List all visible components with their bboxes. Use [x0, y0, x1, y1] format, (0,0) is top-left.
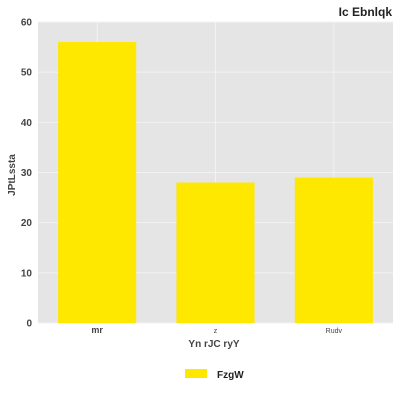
x-tick-labels: mr z Rudv: [91, 325, 342, 335]
chart-title: Ic Ebnlqk: [339, 5, 393, 19]
bar-Rudv: [294, 177, 373, 323]
x-axis-label: Yn rJC ryY: [188, 339, 239, 350]
y-tick-label: 10: [21, 268, 33, 279]
y-tick-label: 40: [21, 118, 33, 129]
y-tick-label: 60: [21, 18, 33, 29]
bar-mr: [58, 42, 137, 324]
y-tick-label: 50: [21, 68, 33, 79]
x-tick-label: z: [214, 328, 218, 335]
y-tick-labels: 0 10 20 30 40 50 60: [21, 18, 33, 330]
y-axis-label: JPtLssta: [7, 154, 18, 196]
x-tick-label: mr: [91, 325, 103, 335]
y-tick-label: 30: [21, 168, 33, 179]
y-tick-label: 20: [21, 218, 33, 229]
x-tick-label: Rudv: [326, 328, 343, 335]
y-tick-label: 0: [26, 319, 32, 330]
bar-z: [176, 182, 255, 323]
legend-swatch: [185, 369, 207, 378]
legend-label: FzgW: [217, 370, 244, 381]
legend: FzgW: [185, 369, 244, 381]
bars: [58, 42, 373, 324]
